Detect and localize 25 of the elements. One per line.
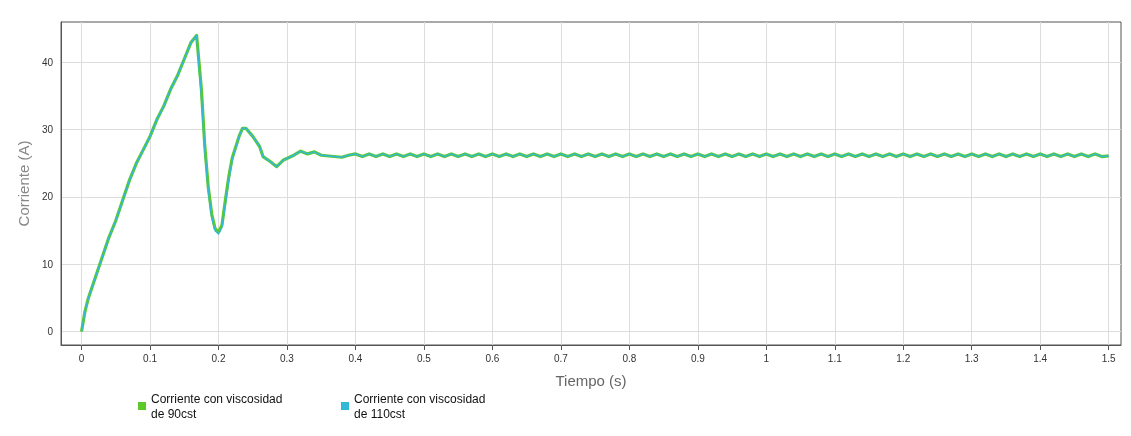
x-tick-label: 0.9 [690,352,706,364]
x-tick-label: 0.5 [416,352,432,364]
x-tick-label: 0.4 [348,352,363,364]
y-tick-label: 40 [41,56,54,68]
x-axis-title: Tiempo (s) [555,372,627,389]
y-tick-label: 10 [41,258,54,270]
x-tick-label: 0 [78,352,85,364]
y-axis-title: Corriente (A) [15,140,32,227]
x-tick-label: 1.5 [1101,352,1117,364]
x-tick-label: 1.3 [964,352,980,364]
y-tick-label: 30 [41,124,54,136]
x-tick-label: 0.6 [485,352,500,364]
x-tick-label: 0.8 [622,352,637,364]
y-tick-label: 0 [47,326,54,338]
x-tick-label: 0.7 [553,352,569,364]
legend-label: Corriente con viscosidad de 110cst [354,391,489,421]
x-tick-label: 0.3 [280,352,295,364]
legend-label: Corriente con viscosidad de 90cst [151,391,286,421]
x-tick-label: 0.2 [211,352,226,364]
x-tick-label: 1.1 [827,352,843,364]
x-tick-label: 1.4 [1033,352,1048,364]
x-tick-label: 0.1 [143,352,158,364]
x-tick-label: 1.2 [896,352,911,364]
y-tick-label: 20 [41,191,54,203]
x-tick-label: 1 [763,352,770,364]
